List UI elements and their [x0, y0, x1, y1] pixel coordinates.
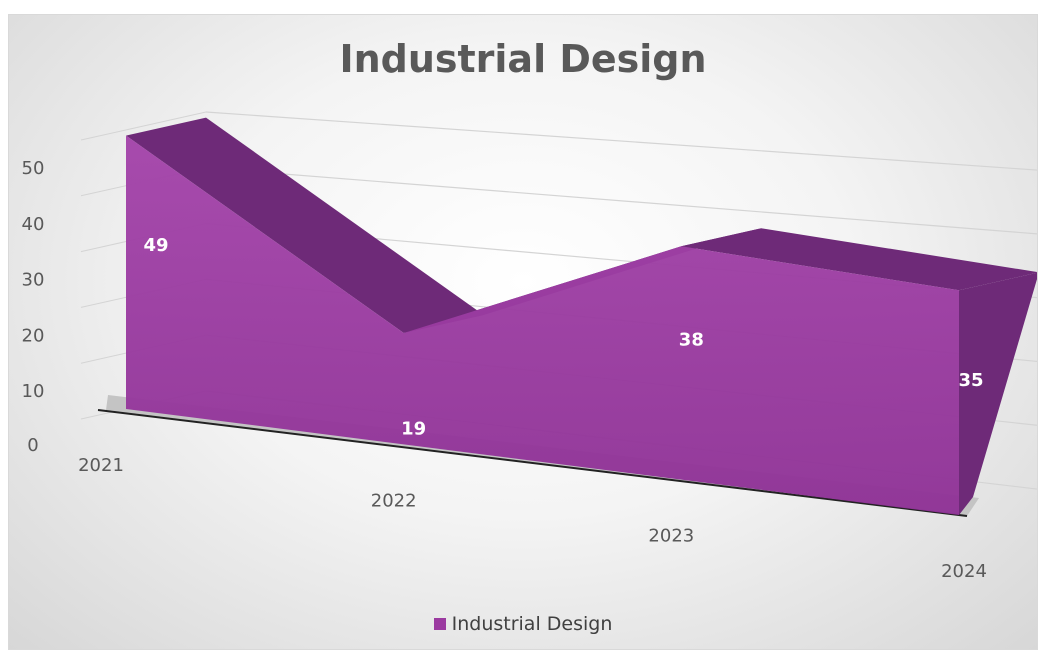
- x-tick-label: 2022: [371, 490, 417, 511]
- data-label: 19: [401, 418, 426, 439]
- y-tick-label: 0: [27, 435, 38, 456]
- legend-swatch: [433, 617, 446, 630]
- x-tick-label: 2023: [648, 526, 694, 547]
- y-tick-label: 10: [22, 381, 45, 402]
- chart-area: Industrial Design 0 10 20 30 40 50 2021 2022 202…: [8, 14, 1038, 650]
- y-tick-label: 40: [22, 214, 45, 235]
- data-label: 49: [143, 235, 168, 256]
- area-top-face: [126, 117, 484, 333]
- gridline-side: [80, 111, 207, 141]
- y-tick-label: 30: [22, 270, 45, 291]
- gridline: [205, 167, 1037, 235]
- y-tick-label: 50: [22, 158, 45, 179]
- data-label: 38: [679, 330, 704, 351]
- x-tick-label: 2021: [78, 455, 124, 476]
- data-label: 35: [958, 370, 983, 391]
- legend[interactable]: Industrial Design: [9, 613, 1037, 635]
- plot-area: 0 10 20 30 40 50 2021 2022 2023 2024 49 19 38 35: [22, 111, 1037, 582]
- gridline: [205, 111, 1037, 171]
- chart-title: Industrial Design: [339, 37, 707, 81]
- legend-label: Industrial Design: [451, 613, 613, 635]
- x-tick-label: 2024: [941, 561, 987, 582]
- area-side-face: [959, 272, 1037, 515]
- x-axis-line: [97, 409, 968, 517]
- area-top-face: [681, 228, 1037, 291]
- y-tick-label: 20: [22, 325, 45, 346]
- area-front-face: [126, 135, 959, 515]
